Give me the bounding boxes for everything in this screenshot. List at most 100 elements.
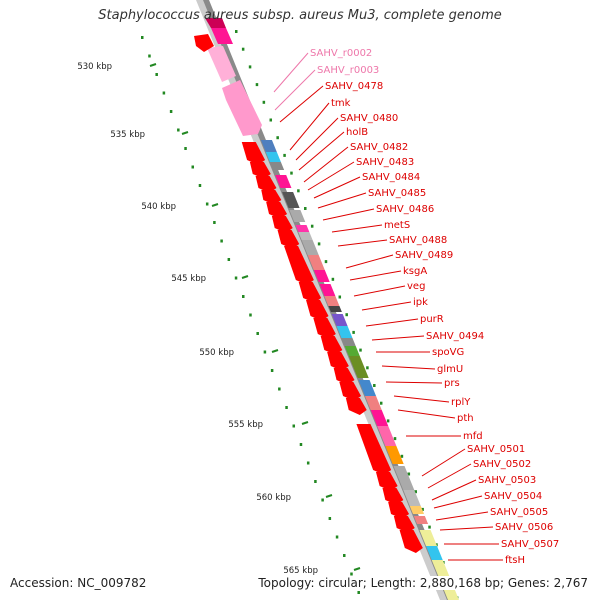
tick-label: 555 kbp bbox=[228, 420, 263, 430]
tick-mark bbox=[353, 567, 361, 571]
tick-dot bbox=[270, 369, 274, 372]
tick-dot bbox=[324, 260, 328, 264]
tick-dot bbox=[314, 480, 317, 483]
label-leader bbox=[365, 318, 419, 327]
label-leader bbox=[313, 176, 361, 199]
tick-dot bbox=[198, 184, 202, 187]
tick-dot bbox=[234, 276, 238, 280]
gene-label: ftsH bbox=[505, 555, 525, 566]
label-leader bbox=[431, 479, 477, 501]
label-leader bbox=[273, 52, 309, 93]
gene-label: SAHV_0507 bbox=[501, 539, 559, 550]
tick-dot bbox=[242, 295, 245, 298]
tick-dot bbox=[306, 461, 310, 465]
gene-label: SAHV_0482 bbox=[350, 142, 408, 153]
tick-mark bbox=[241, 275, 249, 279]
tick-label: 550 kbp bbox=[199, 348, 234, 358]
tick-dot bbox=[328, 517, 332, 520]
gene-label: metS bbox=[384, 220, 410, 231]
tick-dot bbox=[227, 258, 231, 261]
tick-dot bbox=[248, 65, 252, 69]
gene-arrow bbox=[277, 230, 300, 249]
gene-arrow bbox=[284, 246, 314, 285]
tick-dot bbox=[213, 221, 216, 224]
gene-block bbox=[275, 175, 292, 188]
gene-block bbox=[341, 338, 356, 346]
label-leader bbox=[371, 335, 425, 341]
gene-label: SAHV_r0003 bbox=[317, 65, 379, 76]
gene-block bbox=[348, 356, 369, 378]
label-leader bbox=[361, 301, 412, 311]
tick-dot bbox=[283, 153, 286, 157]
gene-label: SAHV_0505 bbox=[490, 507, 548, 518]
rrna-arrow bbox=[207, 46, 236, 82]
tick-dot bbox=[400, 454, 404, 458]
gene-arrow bbox=[345, 398, 367, 415]
tick-dot bbox=[343, 554, 346, 557]
tick-dot bbox=[292, 424, 296, 428]
tick-dot bbox=[235, 30, 238, 33]
map-title: Staphylococcus aureus subsp. aureus Mu3,… bbox=[98, 8, 502, 23]
gene-block bbox=[295, 225, 310, 232]
gene-block bbox=[260, 140, 277, 152]
gene-label: purR bbox=[420, 314, 444, 325]
gene-arrow bbox=[382, 488, 404, 505]
gene-block bbox=[413, 516, 429, 524]
gene-label: SAHV_0506 bbox=[495, 522, 553, 533]
label-leader bbox=[439, 526, 494, 531]
gene-label: glmU bbox=[437, 364, 463, 375]
gene-block bbox=[282, 192, 300, 208]
tick-mark bbox=[149, 63, 157, 67]
gene-arrow bbox=[320, 336, 343, 355]
gene-arrow bbox=[313, 318, 336, 339]
label-leader bbox=[393, 395, 450, 403]
tick-dot bbox=[386, 419, 390, 423]
tick-dot bbox=[162, 91, 166, 95]
label-leader bbox=[385, 381, 443, 384]
gene-label: SAHV_0485 bbox=[368, 188, 426, 199]
gene-label: SAHV_0489 bbox=[395, 250, 453, 261]
tick-label: 540 kbp bbox=[141, 202, 176, 212]
tick-dot bbox=[256, 332, 259, 335]
gene-arrows bbox=[194, 34, 423, 553]
gene-arrow bbox=[375, 472, 398, 491]
gene-block bbox=[370, 410, 389, 426]
gene-label: SAHV_0504 bbox=[484, 491, 542, 502]
gene-arrow bbox=[298, 282, 322, 303]
gene-label: SAHV_r0002 bbox=[310, 48, 372, 59]
tick-dot bbox=[414, 490, 417, 494]
gene-label: SAHV_0488 bbox=[389, 235, 447, 246]
tick-dot bbox=[310, 224, 314, 228]
gene-label: spoVG bbox=[432, 347, 464, 358]
tick-dot bbox=[155, 73, 158, 76]
gene-block bbox=[269, 162, 285, 170]
tick-dot bbox=[304, 207, 307, 210]
rrna-arrow bbox=[222, 80, 262, 136]
label-leader bbox=[322, 208, 375, 221]
label-leader bbox=[427, 463, 472, 489]
tick-dot bbox=[255, 83, 259, 87]
tick-dot bbox=[169, 110, 173, 113]
gene-arrow bbox=[271, 216, 293, 233]
gene-block bbox=[301, 240, 319, 255]
tick-dot bbox=[428, 525, 431, 529]
tick-mark bbox=[271, 349, 279, 353]
gene-arrow bbox=[333, 368, 355, 385]
gene-block bbox=[313, 270, 330, 282]
tick-dot bbox=[338, 295, 342, 299]
gene-block bbox=[319, 284, 336, 296]
gene-label: pth bbox=[457, 413, 474, 424]
gene-block bbox=[393, 466, 415, 490]
label-leader bbox=[349, 270, 402, 281]
gene-block bbox=[419, 530, 438, 546]
label-leader bbox=[345, 254, 394, 269]
gene-label: SAHV_0494 bbox=[426, 331, 484, 342]
tick-dot bbox=[317, 242, 321, 246]
label-leader bbox=[274, 69, 316, 111]
tick-dot bbox=[299, 443, 303, 446]
gene-label: SAHV_0484 bbox=[362, 172, 420, 183]
tick-label: 545 kbp bbox=[171, 274, 206, 284]
gene-label: SAHV_0503 bbox=[478, 475, 536, 486]
tick-dot bbox=[331, 277, 335, 281]
